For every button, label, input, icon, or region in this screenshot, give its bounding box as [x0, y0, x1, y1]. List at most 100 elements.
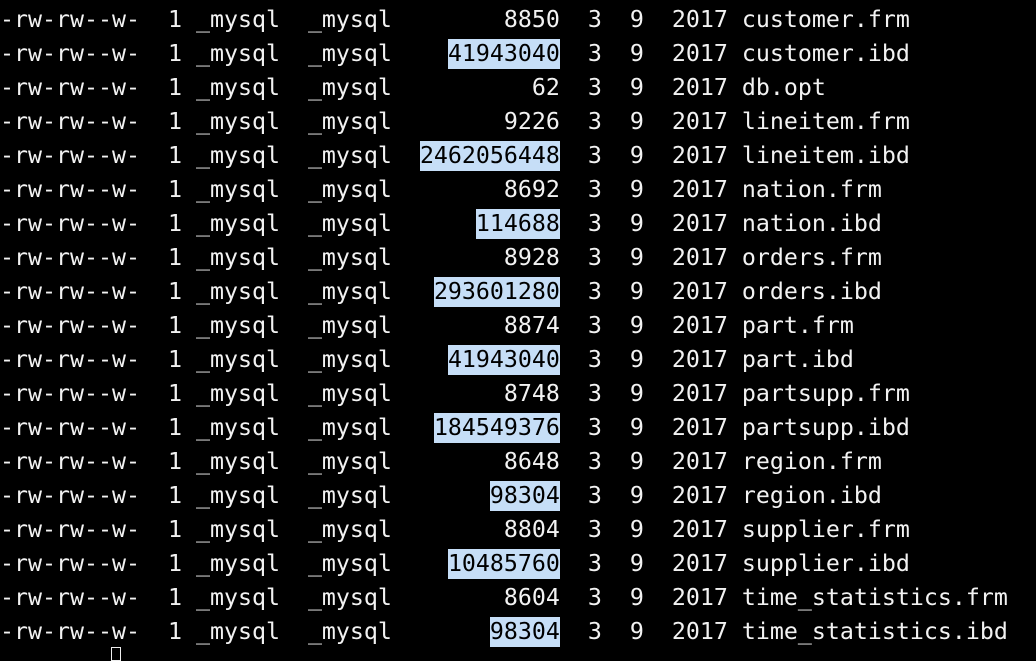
permissions: -rw-rw--w- [0, 108, 140, 135]
link-count: 1 [167, 74, 182, 101]
owner: _mysql [195, 244, 280, 271]
day: 9 [629, 448, 644, 475]
group: _mysql [307, 176, 392, 203]
day: 9 [629, 312, 644, 339]
permissions: -rw-rw--w- [0, 346, 140, 373]
permissions: -rw-rw--w- [0, 74, 140, 101]
file-name: customer.frm [741, 6, 910, 33]
link-count: 1 [167, 6, 182, 33]
year: 2017 [671, 584, 728, 611]
year: 2017 [671, 142, 728, 169]
file-size: 2462056448 [419, 141, 560, 171]
file-size: 98304 [489, 481, 560, 511]
file-name: lineitem.frm [741, 108, 910, 135]
link-count: 1 [167, 176, 182, 203]
file-listing-row: -rw-rw--w- 1 _mysql _mysql 114688 3 9 2017 natio… [0, 207, 1036, 241]
group: _mysql [307, 244, 392, 271]
day: 9 [629, 482, 644, 509]
month: 3 [587, 244, 602, 271]
permissions: -rw-rw--w- [0, 312, 140, 339]
day: 9 [629, 346, 644, 373]
file-name: supplier.frm [741, 516, 910, 543]
terminal-output: -rw-rw--w- 1 _mysql _mysql 8850 3 9 2017 custome… [0, 3, 1036, 649]
link-count: 1 [167, 40, 182, 67]
file-size: 8874 [503, 312, 560, 339]
file-name: supplier.ibd [741, 550, 910, 577]
file-listing-row: -rw-rw--w- 1 _mysql _mysql 184549376 3 9 2017 pa… [0, 411, 1036, 445]
file-size: 10485760 [447, 549, 560, 579]
group: _mysql [307, 584, 392, 611]
file-size: 41943040 [447, 345, 560, 375]
file-name: nation.ibd [741, 210, 882, 237]
owner: _mysql [195, 176, 280, 203]
owner: _mysql [195, 482, 280, 509]
group: _mysql [307, 312, 392, 339]
month: 3 [587, 346, 602, 373]
year: 2017 [671, 482, 728, 509]
owner: _mysql [195, 414, 280, 441]
file-size: 62 [531, 74, 560, 101]
month: 3 [587, 516, 602, 543]
year: 2017 [671, 108, 728, 135]
month: 3 [587, 550, 602, 577]
file-listing-row: -rw-rw--w- 1 _mysql _mysql 98304 3 9 2017 region… [0, 479, 1036, 513]
group: _mysql [307, 346, 392, 373]
link-count: 1 [167, 414, 182, 441]
day: 9 [629, 618, 644, 645]
owner: _mysql [195, 74, 280, 101]
group: _mysql [307, 40, 392, 67]
group: _mysql [307, 142, 392, 169]
permissions: -rw-rw--w- [0, 550, 140, 577]
file-listing-row: -rw-rw--w- 1 _mysql _mysql 8604 3 9 2017 time_st… [0, 581, 1036, 615]
day: 9 [629, 210, 644, 237]
link-count: 1 [167, 210, 182, 237]
file-listing-row: -rw-rw--w- 1 _mysql _mysql 62 3 9 2017 db.opt [0, 71, 1036, 105]
link-count: 1 [167, 516, 182, 543]
group: _mysql [307, 482, 392, 509]
day: 9 [629, 244, 644, 271]
year: 2017 [671, 550, 728, 577]
permissions: -rw-rw--w- [0, 244, 140, 271]
file-name: part.ibd [741, 346, 854, 373]
file-listing-row: -rw-rw--w- 1 _mysql _mysql 8804 3 9 2017 supplie… [0, 513, 1036, 547]
month: 3 [587, 414, 602, 441]
file-size: 8648 [503, 448, 560, 475]
month: 3 [587, 142, 602, 169]
month: 3 [587, 618, 602, 645]
month: 3 [587, 74, 602, 101]
file-size: 8748 [503, 380, 560, 407]
group: _mysql [307, 448, 392, 475]
day: 9 [629, 176, 644, 203]
file-name: time_statistics.frm [741, 584, 1008, 611]
year: 2017 [671, 346, 728, 373]
permissions: -rw-rw--w- [0, 6, 140, 33]
link-count: 1 [167, 380, 182, 407]
file-listing-row: -rw-rw--w- 1 _mysql _mysql 8648 3 9 2017 region.… [0, 445, 1036, 479]
file-name: lineitem.ibd [741, 142, 910, 169]
file-size: 114688 [475, 209, 560, 239]
file-name: partsupp.frm [741, 380, 910, 407]
month: 3 [587, 482, 602, 509]
link-count: 1 [167, 448, 182, 475]
year: 2017 [671, 312, 728, 339]
year: 2017 [671, 74, 728, 101]
permissions: -rw-rw--w- [0, 40, 140, 67]
link-count: 1 [167, 142, 182, 169]
file-listing-row: -rw-rw--w- 1 _mysql _mysql 41943040 3 9 2017 cus… [0, 37, 1036, 71]
day: 9 [629, 40, 644, 67]
file-name: part.frm [741, 312, 854, 339]
day: 9 [629, 584, 644, 611]
file-name: orders.frm [741, 244, 882, 271]
year: 2017 [671, 244, 728, 271]
month: 3 [587, 278, 602, 305]
link-count: 1 [167, 346, 182, 373]
day: 9 [629, 142, 644, 169]
file-size: 9226 [503, 108, 560, 135]
file-size: 8850 [503, 6, 560, 33]
owner: _mysql [195, 584, 280, 611]
permissions: -rw-rw--w- [0, 278, 140, 305]
month: 3 [587, 448, 602, 475]
year: 2017 [671, 380, 728, 407]
file-name: orders.ibd [741, 278, 882, 305]
link-count: 1 [167, 584, 182, 611]
